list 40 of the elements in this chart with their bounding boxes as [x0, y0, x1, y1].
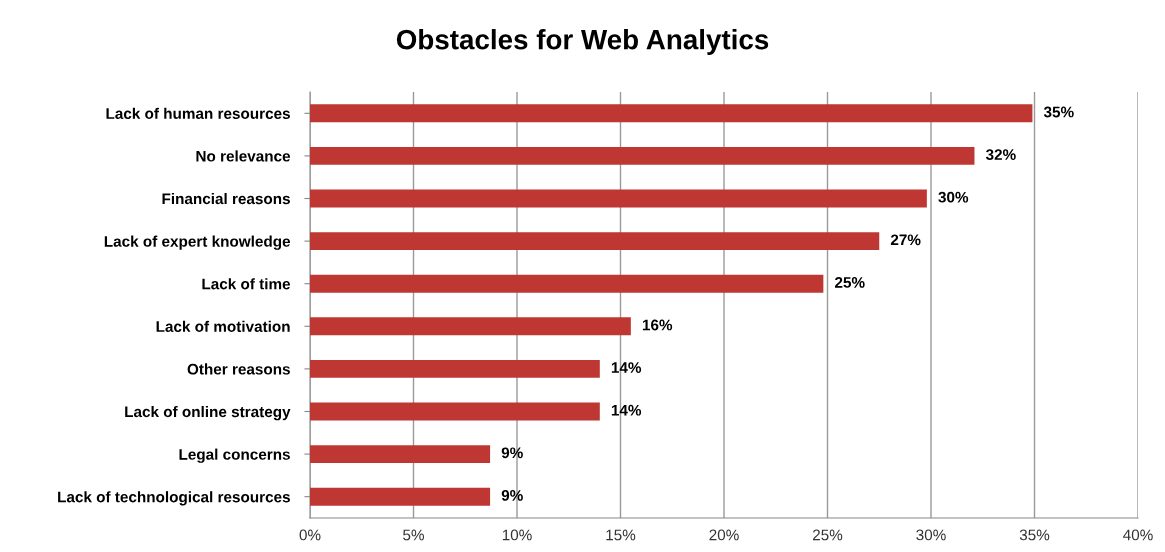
x-tick-label: 25%	[812, 529, 843, 541]
y-tick-label: Lack of human resources	[106, 107, 290, 119]
x-tick-label: 15%	[606, 529, 636, 541]
bar	[310, 359, 600, 378]
data-label: 14%	[611, 362, 642, 373]
data-label: 9%	[501, 447, 523, 459]
data-label: 16%	[642, 319, 673, 331]
bar	[310, 232, 880, 251]
data-label: 25%	[835, 276, 865, 288]
y-tick-label: Lack of online strategy	[125, 405, 291, 421]
x-tick-label: 30%	[916, 529, 946, 541]
bar	[310, 274, 824, 293]
bar	[310, 445, 491, 464]
data-label: 27%	[890, 234, 921, 246]
y-tick-label: Other reasons	[187, 363, 290, 375]
bar	[310, 104, 1033, 123]
x-tick-label: 0%	[299, 529, 321, 541]
y-tick-label: No relevance	[196, 150, 291, 162]
y-tick-label: Financial reasons	[162, 192, 290, 205]
data-label: 30%	[938, 191, 969, 203]
y-tick-label: Legal concerns	[179, 448, 290, 463]
y-tick-label: Lack of expert knowledge	[104, 235, 291, 250]
data-label: 9%	[501, 489, 523, 501]
x-tick-label: 5%	[403, 529, 424, 541]
data-label: 35%	[1043, 106, 1074, 118]
y-tick-label: Lack of motivation	[156, 320, 290, 332]
x-tick-label: 10%	[502, 529, 532, 541]
chart-title: Obstacles for Web Analytics	[396, 29, 769, 55]
bar	[310, 317, 631, 336]
bar	[310, 487, 491, 506]
data-label: 14%	[611, 404, 642, 416]
x-tick-label: 40%	[1123, 529, 1153, 541]
y-tick-label: Lack of technological resources	[58, 491, 290, 506]
y-tick-label: Lack of time	[202, 278, 291, 290]
bar	[310, 146, 975, 165]
x-tick-label: 35%	[1019, 529, 1050, 541]
bar	[310, 189, 927, 208]
bar	[310, 402, 600, 421]
data-label: 32%	[985, 149, 1016, 161]
x-tick-label: 20%	[709, 529, 739, 541]
